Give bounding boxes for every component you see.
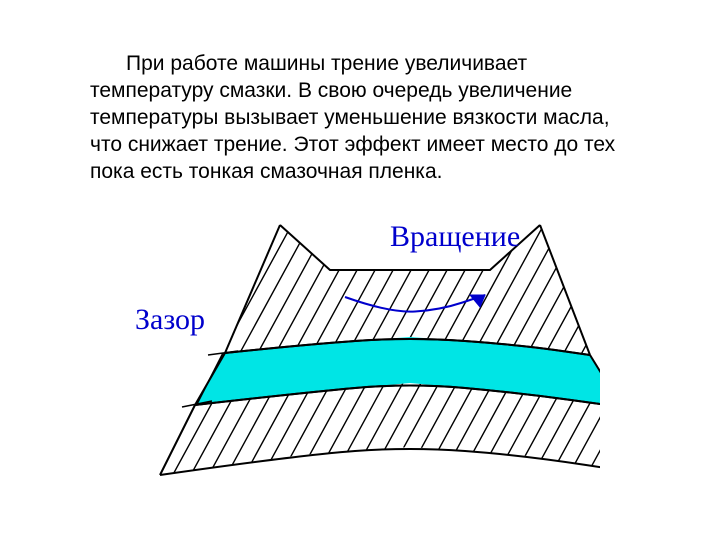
rotation-arrow-shaft [345,295,485,312]
page: При работе машины трение увеличивает тем… [0,0,720,540]
lubrication-diagram: Вращение Зазор [130,215,600,505]
body-paragraph: При работе машины трение увеличивает тем… [90,51,630,185]
diagram-svg [130,215,600,505]
rotation-arrow-head [470,295,485,307]
lower-bottom-curve [160,449,600,475]
lower-left-edge [160,405,195,475]
upper-left-edge [225,225,280,353]
upper-right-edge [540,225,590,355]
label-gap: Зазор [135,303,205,337]
label-rotation: Вращение [390,220,520,254]
